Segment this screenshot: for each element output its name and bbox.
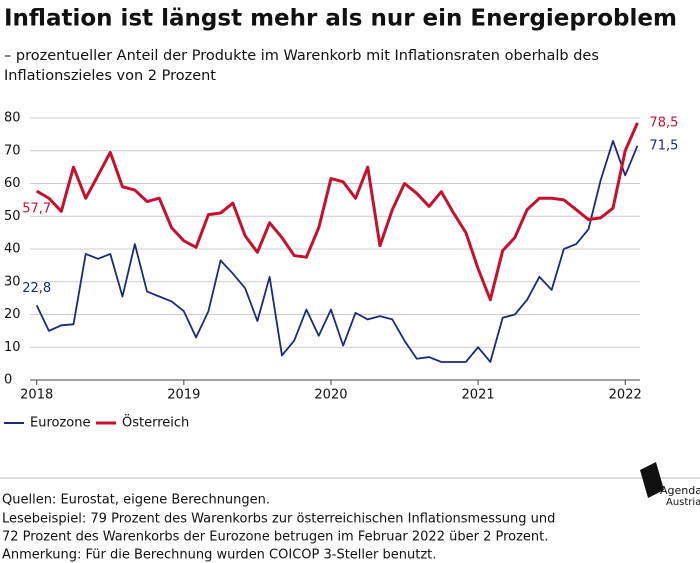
logo-mark (640, 462, 664, 498)
x-tick-label: 2018 (20, 388, 53, 403)
footer-line: Anmerkung: Für die Berechnung wurden COI… (2, 548, 436, 563)
data-label: 57,7 (22, 202, 51, 217)
logo-text: Agenda (660, 484, 700, 497)
data-label: 71,5 (649, 138, 678, 153)
footer-line: Lesebeispiel: 79 Prozent des Warenkorbs … (2, 512, 555, 527)
chart-title: Inflation ist längst mehr als nur ein En… (4, 6, 677, 32)
y-tick-label: 80 (4, 111, 21, 126)
logo-text: Austria (666, 497, 700, 508)
series-line (35, 140, 639, 363)
y-tick-label: 0 (4, 373, 12, 388)
x-tick-label: 2021 (462, 388, 495, 403)
footer-line: 72 Prozent des Warenkorbs der Eurozone b… (2, 530, 548, 545)
legend-label: Eurozone (30, 416, 90, 431)
series-line (35, 122, 639, 302)
y-tick-label: 20 (4, 307, 21, 322)
x-tick-label: 2022 (609, 388, 642, 403)
chart-subtitle: Inflationszieles von 2 Prozent (4, 68, 216, 84)
y-tick-label: 70 (4, 143, 21, 158)
x-tick-label: 2019 (167, 388, 200, 403)
y-tick-label: 60 (4, 176, 21, 191)
y-tick-label: 40 (4, 242, 21, 257)
y-tick-label: 30 (4, 274, 21, 289)
x-tick-label: 2020 (314, 388, 347, 403)
legend-label: Österreich (122, 414, 189, 431)
chart-subtitle: – prozentueller Anteil der Produkte im W… (4, 48, 599, 64)
data-label: 22,8 (22, 281, 51, 296)
y-tick-label: 50 (4, 209, 21, 224)
y-tick-label: 10 (4, 340, 21, 355)
data-label: 78,5 (649, 115, 678, 130)
footer-line: Quellen: Eurostat, eigene Berechnungen. (2, 493, 270, 508)
